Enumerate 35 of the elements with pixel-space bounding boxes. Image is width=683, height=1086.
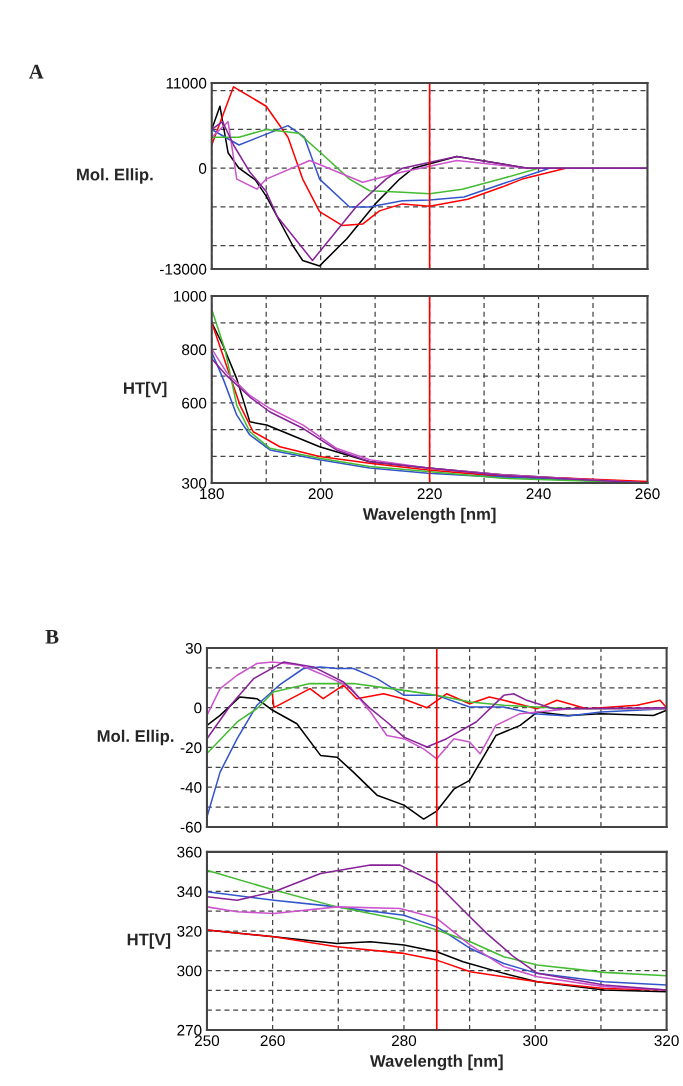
x-tick-label: 200 — [308, 488, 333, 500]
x-tick-label: 260 — [260, 1035, 285, 1047]
text: A — [28, 64, 44, 79]
y-tick-label: -20 — [180, 742, 202, 754]
y-tick-label: 30 — [185, 642, 202, 654]
y-axis-title: HT[V] — [127, 933, 171, 949]
y-tick-label: 0 — [198, 163, 207, 174]
x-tick-label: 220 — [417, 488, 442, 500]
y-tick-label: 800 — [182, 344, 207, 356]
x-tick-label: 320 — [654, 1035, 679, 1047]
y-tick-label: 0 — [194, 702, 202, 714]
x-tick-label: 280 — [391, 1035, 417, 1047]
y-tick-label: 270 — [177, 1024, 202, 1036]
y-tick-label: 1000 — [174, 290, 207, 302]
x-axis-title: Wavelength [nm] — [362, 507, 496, 524]
x-tick-label: 250 — [194, 1035, 220, 1047]
y-tick-label: 340 — [177, 886, 202, 898]
x-tick-label: 300 — [523, 1035, 548, 1047]
y-tick-label: 300 — [181, 477, 207, 489]
x-tick-label: 260 — [635, 488, 660, 500]
y-tick-label: -60 — [180, 821, 202, 833]
x-tick-label: 240 — [526, 488, 551, 500]
y-tick-label: 11000 — [166, 77, 207, 89]
y-tick-label: -13000 — [159, 263, 207, 275]
y-axis-title: HT[V] — [124, 381, 167, 398]
y-tick-label: 320 — [177, 925, 202, 937]
chart-title: B — [45, 629, 59, 644]
y-axis-title: Mol. Ellip. — [97, 729, 174, 746]
x-tick-label: 180 — [200, 488, 224, 500]
x-axis-title: Wavelength [nm] — [369, 1054, 503, 1071]
y-tick-label: 360 — [177, 846, 202, 858]
y-tick-label: 600 — [182, 397, 207, 409]
y-tick-label: 300 — [177, 965, 202, 977]
y-tick-label: -40 — [180, 782, 202, 793]
y-axis-title: Mol. Ellip. — [77, 168, 153, 184]
